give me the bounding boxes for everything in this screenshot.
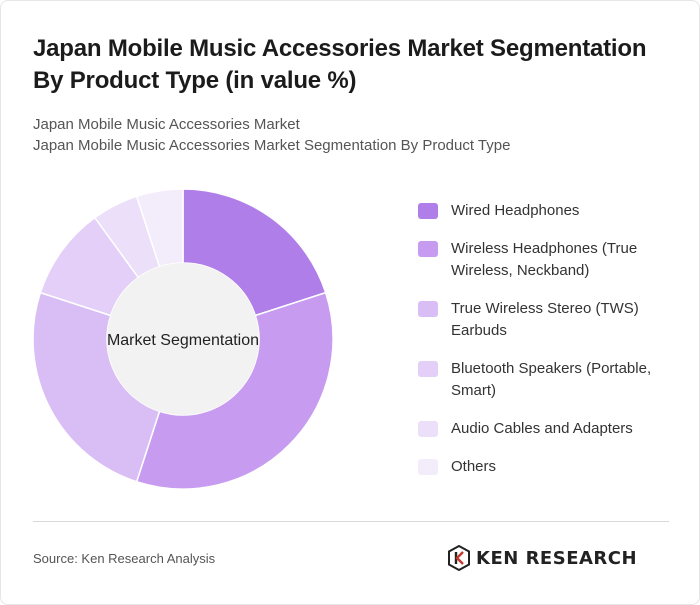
legend-item: Others <box>418 456 678 478</box>
chart-title: Japan Mobile Music Accessories Market Se… <box>33 35 647 94</box>
legend-label: Wired Headphones <box>451 202 580 219</box>
legend-swatch <box>418 203 438 219</box>
legend-label: True Wireless Stereo (TWS) Earbuds <box>451 300 639 339</box>
subtitle-line-segmentation: Japan Mobile Music Accessories Market Se… <box>33 137 511 154</box>
legend-label: Others <box>451 458 497 475</box>
ken-research-logo-icon <box>448 545 470 571</box>
chart-subtitle: Japan Mobile Music Accessories Market Ja… <box>33 114 673 156</box>
legend-label: Wireless Headphones (True Wireless, Neck… <box>451 240 638 279</box>
legend-swatch <box>418 421 438 437</box>
legend-swatch <box>418 459 438 475</box>
source-note: Source: Ken Research Analysis <box>33 551 216 566</box>
legend-swatch <box>418 361 438 377</box>
legend-label: Bluetooth Speakers (Portable, Smart) <box>451 360 652 399</box>
donut-chart: Market Segmentation <box>32 188 334 490</box>
legend-swatch <box>418 301 438 317</box>
legend-item: Wired Headphones <box>418 200 678 222</box>
legend-item: Audio Cables and Adapters <box>418 418 678 440</box>
donut-center <box>107 263 259 415</box>
legend-swatch <box>418 241 438 257</box>
legend-label: Audio Cables and Adapters <box>451 420 633 437</box>
donut-center-label: Market Segmentation <box>107 332 259 349</box>
chart-legend: Wired Headphones Wireless Headphones (Tru… <box>418 200 678 494</box>
legend-item: True Wireless Stereo (TWS) Earbuds <box>418 298 678 342</box>
brand-name: KEN RESEARCH <box>476 547 638 569</box>
legend-item: Bluetooth Speakers (Portable, Smart) <box>418 358 678 402</box>
subtitle-line-market: Japan Mobile Music Accessories Market <box>33 116 300 133</box>
legend-item: Wireless Headphones (True Wireless, Neck… <box>418 238 678 282</box>
brand-logo: KEN RESEARCH <box>448 544 637 572</box>
footer-divider <box>33 521 669 522</box>
